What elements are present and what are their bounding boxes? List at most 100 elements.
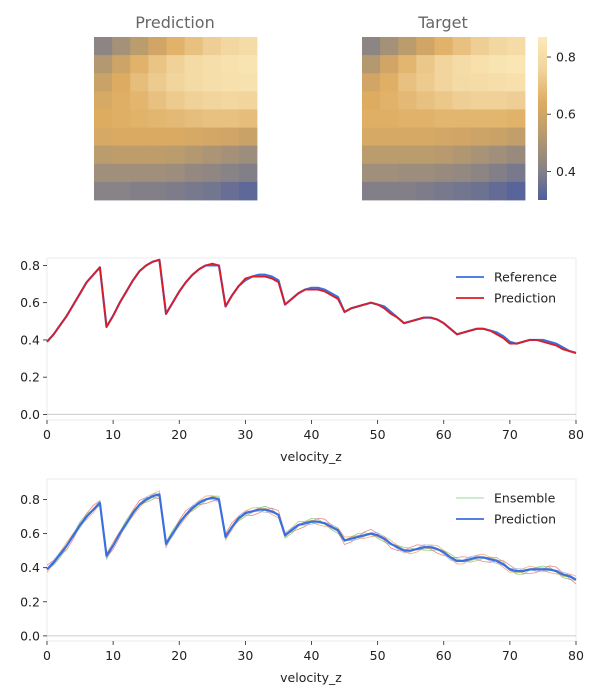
heatmap-cell — [112, 73, 131, 92]
x-tick-label: 70 — [502, 427, 518, 442]
heatmap-cell — [184, 163, 204, 183]
heatmap-cell — [148, 181, 167, 201]
y-tick-label: 0.2 — [20, 370, 40, 385]
heatmap-cell — [184, 37, 204, 56]
heatmap-cell — [130, 163, 149, 183]
heatmap-cell — [130, 109, 149, 128]
x-tick-label: 10 — [105, 648, 121, 663]
ensemble-member-line — [46, 495, 577, 581]
heatmap-cell — [94, 145, 113, 165]
heatmap-cell — [202, 145, 222, 165]
heatmap-cell — [416, 181, 435, 201]
heatmap-cell — [238, 37, 258, 56]
heatmap-cell — [112, 163, 131, 183]
x-tick-label: 30 — [237, 648, 253, 663]
heatmap-cell — [452, 55, 472, 74]
heatmap-cell — [94, 37, 113, 56]
heatmap-cell — [452, 127, 472, 147]
heatmap-cell — [488, 37, 508, 56]
heatmap-cell — [130, 73, 149, 92]
colorbar-tick-label: 0.4 — [556, 164, 576, 179]
y-tick-label: 0.6 — [20, 295, 40, 310]
x-tick-label: 80 — [568, 427, 584, 442]
heatmap-cell — [470, 73, 490, 92]
x-tick-label: 50 — [370, 648, 386, 663]
heatmap-cell — [488, 163, 508, 183]
heatmap-cell — [470, 55, 490, 74]
heatmap-cell — [362, 145, 381, 165]
heatmap-cell — [488, 73, 508, 92]
heatmap-target — [362, 37, 526, 201]
heatmap-cell — [130, 55, 149, 74]
heatmap-cell — [166, 37, 185, 56]
heatmap-cell — [130, 181, 149, 201]
heatmap-cell — [238, 145, 258, 165]
colorbar-gradient — [538, 37, 547, 200]
x-axis-label: velocity_z — [280, 670, 342, 685]
heatmap-cell — [130, 127, 149, 147]
ensemble-member-line — [46, 493, 577, 580]
heatmap-cell — [470, 181, 490, 201]
heatmap-cell — [434, 37, 453, 56]
heatmap-cell — [202, 91, 222, 110]
heatmap-cell — [434, 55, 453, 74]
heatmap-cell — [166, 145, 185, 165]
heatmap-cell — [380, 127, 399, 147]
heatmap-cell — [184, 109, 204, 128]
legend-label: Prediction — [494, 512, 556, 527]
heatmap-cell — [112, 109, 131, 128]
heatmap-cell — [148, 55, 167, 74]
y-tick-label: 0.4 — [20, 560, 40, 575]
heatmap-cell — [238, 163, 258, 183]
heatmap-cell — [470, 145, 490, 165]
heatmap-cell — [184, 55, 204, 74]
heatmap-cell — [488, 127, 508, 147]
heatmap-cell — [220, 181, 240, 201]
heatmap-cell — [506, 55, 526, 74]
x-tick-label: 70 — [502, 648, 518, 663]
heatmap-cell — [148, 163, 167, 183]
heatmap-cell — [362, 181, 381, 201]
heatmap-cell — [506, 127, 526, 147]
heatmap-cell — [130, 145, 149, 165]
heatmap-cell — [220, 73, 240, 92]
heatmap-cell — [506, 109, 526, 128]
heatmap-cell — [506, 181, 526, 201]
heatmap-cell — [184, 127, 204, 147]
heatmap-cell — [380, 37, 399, 56]
heatmap-cell — [362, 55, 381, 74]
heatmap-cell — [112, 37, 131, 56]
heatmap-cell — [398, 73, 417, 92]
y-tick-label: 0.8 — [20, 492, 40, 507]
heatmap-cell — [112, 181, 131, 201]
heatmap-cell — [398, 91, 417, 110]
legend-label: Prediction — [494, 291, 556, 306]
heatmap-cell — [434, 163, 453, 183]
heatmap-cell — [416, 145, 435, 165]
legend-label: Ensemble — [494, 491, 556, 506]
heatmap-cell — [362, 37, 381, 56]
heatmap-cell — [452, 163, 472, 183]
heatmap-cell — [452, 109, 472, 128]
heatmap-cell — [184, 73, 204, 92]
x-tick-label: 50 — [370, 427, 386, 442]
heatmap-cell — [506, 145, 526, 165]
heatmap-cell — [398, 181, 417, 201]
heatmap-cell — [220, 37, 240, 56]
ensemble-member-line — [46, 496, 577, 585]
y-tick-label: 0.0 — [20, 628, 40, 643]
heatmap-cell — [452, 37, 472, 56]
heatmap-cell — [112, 127, 131, 147]
heatmap-cell — [434, 91, 453, 110]
legend: Ensemble Prediction — [456, 491, 556, 527]
x-tick-label: 30 — [237, 427, 253, 442]
x-tick-label: 60 — [436, 648, 452, 663]
heatmap-cell — [148, 37, 167, 56]
heatmap-cell — [434, 109, 453, 128]
heatmap-cell — [94, 91, 113, 110]
heatmap-cell — [148, 73, 167, 92]
heatmap-cell — [362, 163, 381, 183]
reference-line-chart: 0 10 20 30 40 50 60 70 80 0.0 0.2 0.4 0.6 0.8 veloci… — [20, 257, 584, 464]
heatmap-cell — [380, 145, 399, 165]
heatmap-cell — [398, 55, 417, 74]
